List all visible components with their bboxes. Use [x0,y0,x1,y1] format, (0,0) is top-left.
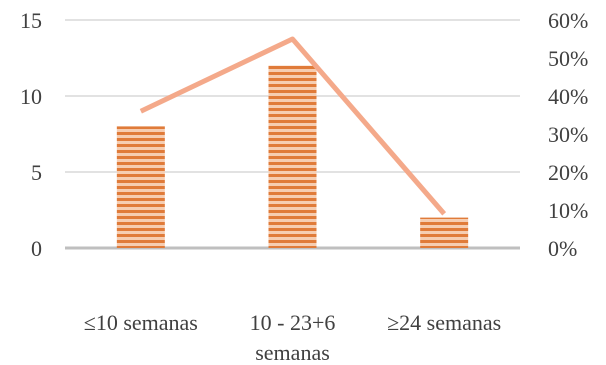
bar [268,65,317,248]
bar [420,217,469,248]
bars [116,65,469,248]
x-category-label: 10 - 23+6 [250,310,336,335]
x-category-label: ≤10 semanas [84,310,198,335]
y-right-tick-label: 0% [548,236,577,261]
y-right-tick-label: 30% [548,122,588,147]
y-axis-left: 0 5 10 15 [20,8,42,261]
y-left-tick-label: 15 [20,8,42,33]
line-series [139,36,447,216]
y-right-tick-label: 20% [548,160,588,185]
y-axis-right: 0% 10% 20% 30% 40% 50% 60% [548,8,588,261]
x-category-label: ≥24 semanas [387,310,501,335]
y-left-tick-label: 0 [31,236,42,261]
x-axis-categories: ≤10 semanas 10 - 23+6 semanas ≥24 semanas [84,310,501,365]
y-right-tick-label: 10% [548,198,588,223]
y-right-tick-label: 50% [548,46,588,71]
y-left-tick-label: 10 [20,84,42,109]
x-category-label: semanas [255,340,330,365]
bar [116,126,165,248]
y-right-tick-label: 60% [548,8,588,33]
y-right-tick-label: 40% [548,84,588,109]
y-left-tick-label: 5 [31,160,42,185]
